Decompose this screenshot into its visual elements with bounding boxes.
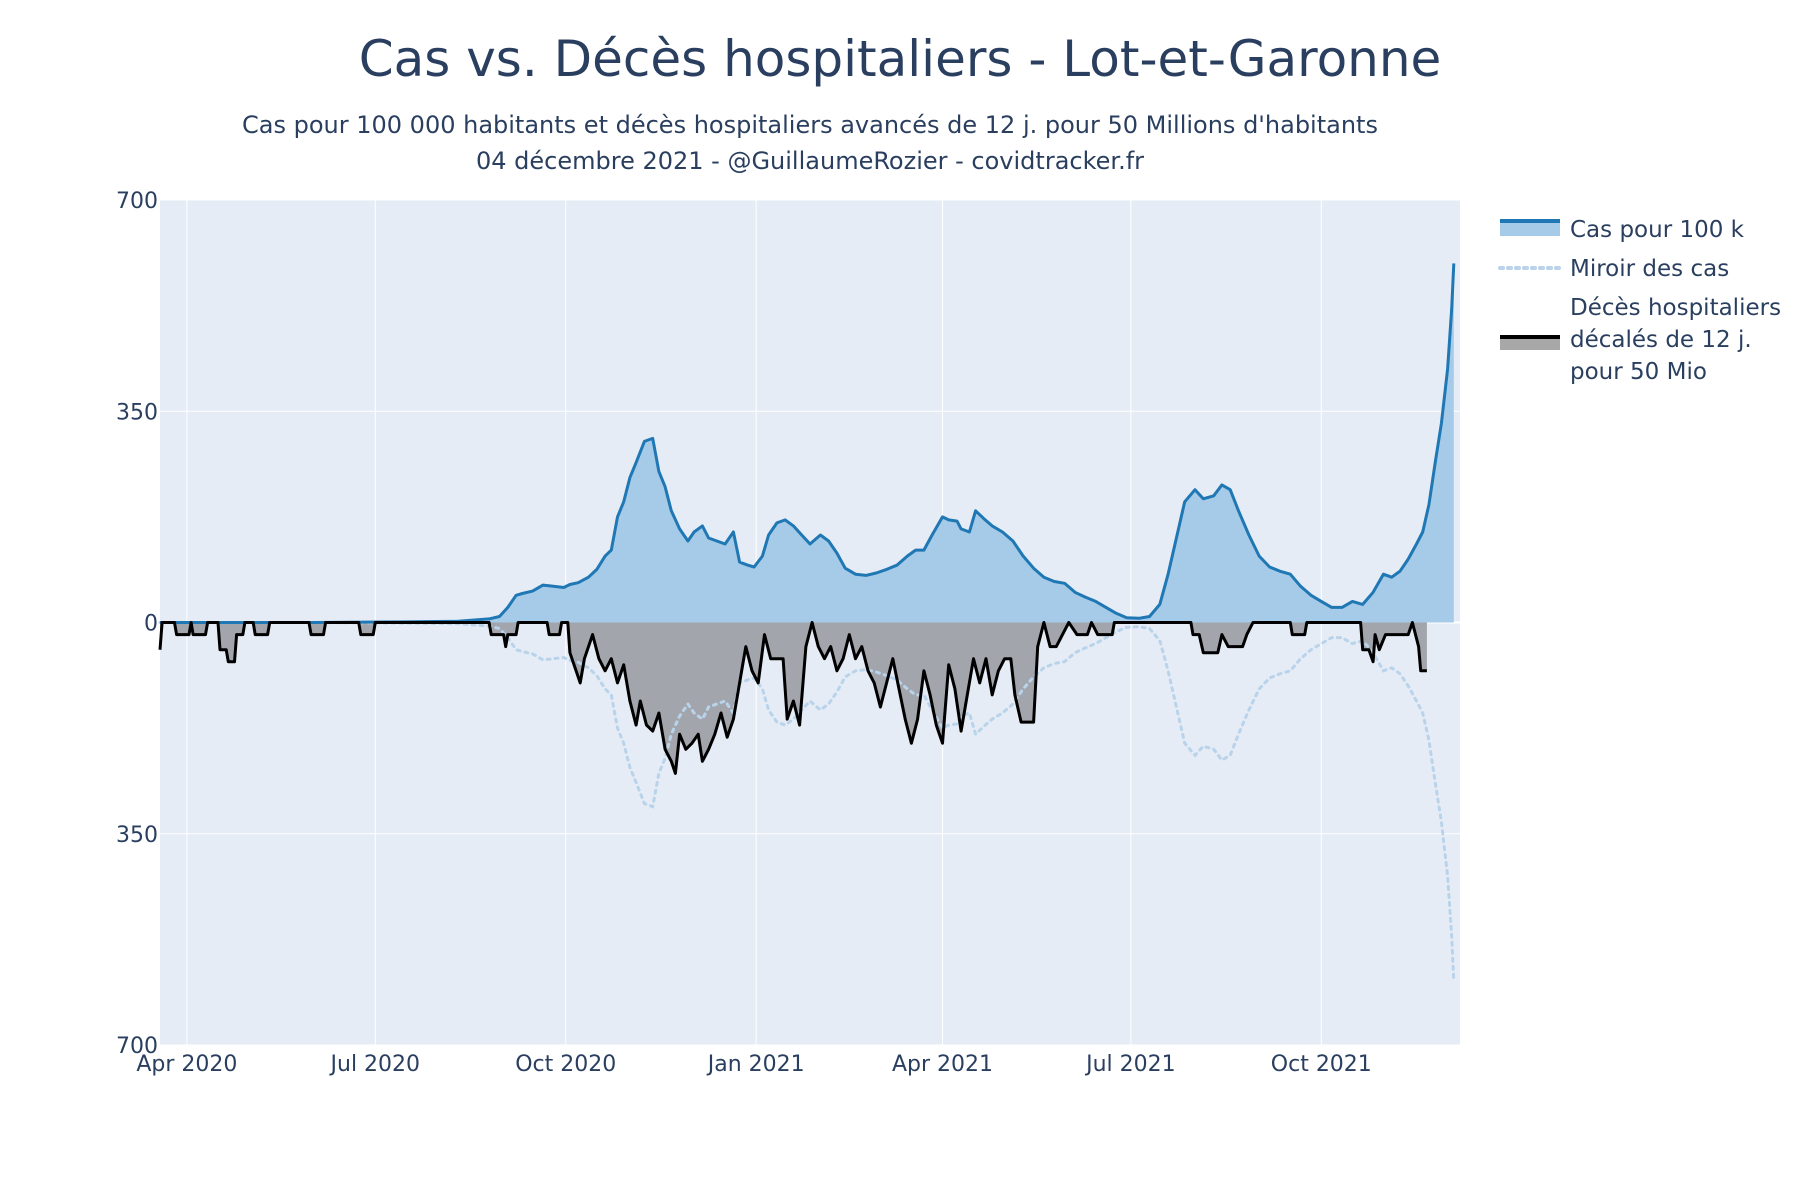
legend-label: Miroir des cas <box>1570 256 1729 282</box>
x-tick-label: Oct 2020 <box>515 1052 616 1077</box>
chart-title: Cas vs. Décès hospitaliers - Lot-et-Garo… <box>359 30 1442 88</box>
legend[interactable]: Cas pour 100 k Miroir des cas Décès hospit… <box>1498 217 1781 385</box>
legend-item-deaths[interactable]: Décès hospitaliers décalés de 12 j. pour 5… <box>1500 295 1781 385</box>
deaths-area <box>160 622 1427 774</box>
legend-label: pour 50 Mio <box>1570 359 1707 385</box>
legend-swatch-fill <box>1500 220 1560 236</box>
legend-label: Décès hospitaliers <box>1570 295 1781 321</box>
y-tick-label: 0 <box>144 612 158 637</box>
x-tick-label: Apr 2020 <box>136 1052 237 1077</box>
y-tick-label: 700 <box>116 189 158 214</box>
cases-line <box>160 263 1456 624</box>
chart-subtitle: Cas pour 100 000 habitants et décès hosp… <box>242 111 1378 139</box>
legend-label: Cas pour 100 k <box>1570 217 1745 243</box>
x-tick-label: Apr 2021 <box>892 1052 993 1077</box>
chart-source-line: 04 décembre 2021 - @GuillaumeRozier - co… <box>476 147 1144 175</box>
mirror-line <box>158 621 1456 984</box>
deaths-line <box>158 621 1427 775</box>
x-tick-label: Jul 2020 <box>329 1052 421 1077</box>
y-tick-label: 700 <box>116 1034 158 1059</box>
y-tick-label: 350 <box>116 400 158 425</box>
legend-item-mirror[interactable]: Miroir des cas <box>1498 256 1729 282</box>
legend-item-cases[interactable]: Cas pour 100 k <box>1500 217 1745 243</box>
x-tick-label: Jul 2021 <box>1084 1052 1176 1077</box>
cases-area <box>160 263 1454 623</box>
legend-swatch-fill <box>1500 336 1560 350</box>
y-tick-label: 350 <box>116 823 158 848</box>
series-layer <box>158 263 1456 984</box>
x-tick-label: Oct 2021 <box>1271 1052 1372 1077</box>
x-tick-label: Jan 2021 <box>706 1052 805 1077</box>
legend-label: décalés de 12 j. <box>1570 327 1752 353</box>
